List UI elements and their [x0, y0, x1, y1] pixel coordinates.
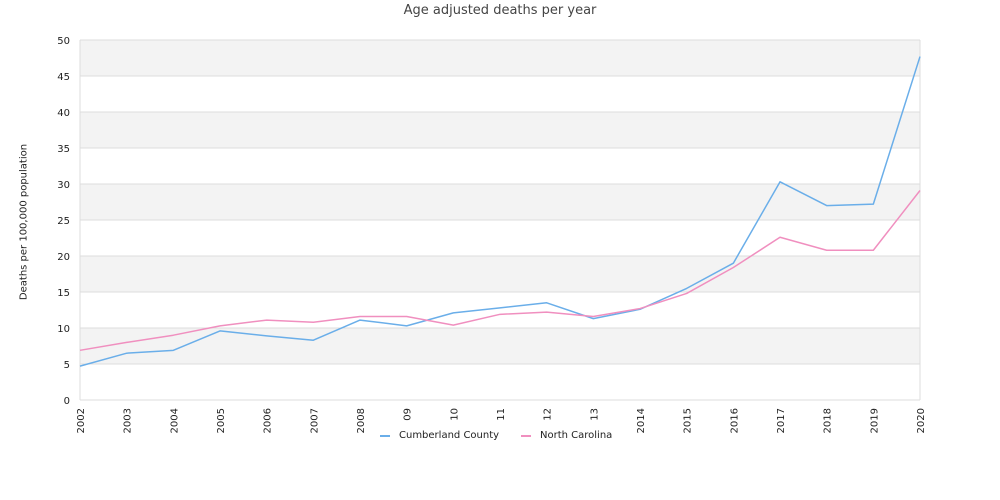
x-tick-label: 2002	[76, 408, 87, 433]
x-tick-label: 2018	[823, 408, 834, 433]
y-tick-label: 20	[57, 252, 70, 263]
chart-title: Age adjusted deaths per year	[403, 3, 597, 18]
x-tick-label: 2003	[123, 408, 134, 433]
x-tick-label: 10	[449, 408, 460, 421]
y-tick-label: 45	[57, 72, 70, 83]
series-lines	[79, 56, 921, 367]
grid-band	[80, 76, 920, 112]
x-tick-label: 2008	[356, 408, 367, 433]
legend-label: North Carolina	[540, 430, 613, 441]
legend-swatch	[380, 434, 390, 437]
y-axis-ticks: 0 5 10 15 20 25 30 35 40 45 50	[57, 36, 70, 407]
grid-band	[80, 256, 920, 292]
series-line-north-carolina	[79, 190, 921, 352]
grid-band	[80, 220, 920, 256]
x-tick-label: 2019	[869, 408, 880, 433]
x-tick-label: 2005	[216, 408, 227, 433]
x-tick-label: 2006	[263, 408, 274, 433]
legend-label: Cumberland County	[399, 430, 500, 441]
legend-item[interactable]: Cumberland County	[380, 430, 499, 441]
x-tick-label: 2017	[776, 408, 787, 433]
y-tick-label: 50	[57, 36, 70, 47]
grid-band	[80, 148, 920, 184]
y-tick-label: 15	[57, 288, 70, 299]
x-tick-label: 11	[496, 408, 507, 421]
y-tick-label: 0	[64, 396, 70, 407]
x-tick-label: 2007	[309, 408, 320, 433]
grid-band	[80, 40, 920, 76]
x-tick-label: 13	[589, 408, 600, 421]
grid-band	[80, 328, 920, 364]
x-tick-label: 2020	[916, 408, 927, 433]
y-tick-label: 30	[57, 180, 70, 191]
x-tick-label: 2015	[683, 408, 694, 433]
x-tick-label: 2014	[636, 408, 647, 433]
y-tick-label: 25	[57, 216, 70, 227]
x-tick-label: 2004	[169, 408, 180, 433]
x-tick-label: 09	[403, 408, 414, 421]
grid-bands	[80, 40, 920, 400]
grid-band	[80, 292, 920, 328]
x-tick-label: 12	[543, 408, 554, 421]
y-tick-label: 5	[64, 360, 70, 371]
grid-band	[80, 112, 920, 148]
legend: Cumberland County North Carolina	[0, 430, 1000, 444]
legend-item[interactable]: North Carolina	[521, 430, 612, 441]
y-tick-label: 10	[57, 324, 70, 335]
grid-lines	[79, 39, 921, 401]
series-line-cumberland-county	[79, 56, 921, 367]
legend-swatch	[521, 434, 531, 437]
grid-band	[80, 184, 920, 220]
grid-band	[80, 364, 920, 400]
y-tick-label: 40	[57, 108, 70, 119]
x-axis-ticks: 2002 2003 2004 2005 2006 2007 2008 09 10 11 12 13 20…	[76, 408, 927, 433]
x-tick-label: 2016	[729, 408, 740, 433]
y-tick-label: 35	[57, 144, 70, 155]
